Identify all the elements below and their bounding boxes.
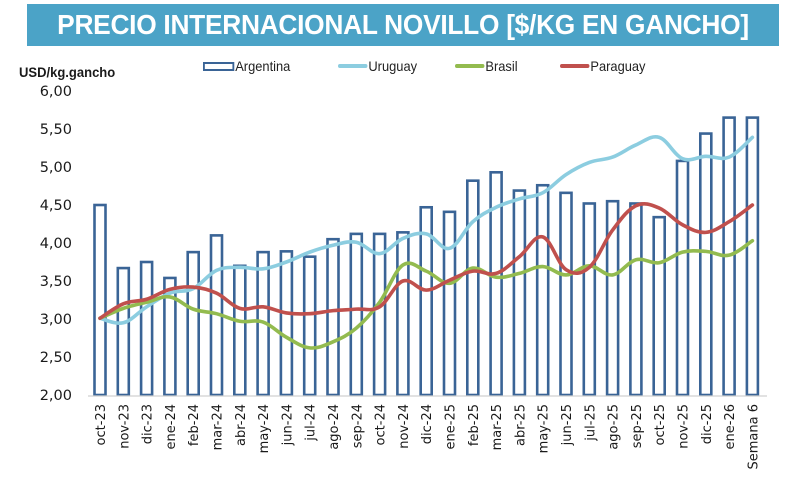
bar-argentina [629,202,643,397]
bar-argentina [116,266,131,397]
x-tick-label: abr-25 [513,404,528,446]
x-tick-label: feb-24 [187,404,202,446]
bar-argentina [535,183,550,397]
x-tick-label: oct-24 [374,404,389,445]
x-tick-label: mar-24 [211,404,226,450]
x-tick-label: oct-25 [653,404,668,445]
x-tick-label: jun-25 [560,404,575,446]
legend-swatch-argentina [203,61,235,71]
bar-argentina [302,255,317,397]
x-tick-label: dic-25 [700,404,715,444]
bar-argentina [93,203,107,397]
x-tick-label: mar-25 [490,404,505,450]
x-tick-label: abr-24 [234,404,249,446]
bar-argentina [675,159,690,397]
bar-argentina [465,179,480,397]
legend-label: Uruguay [368,58,418,74]
y-tick-label: 5,50 [40,122,72,138]
legend-swatch-paraguay [560,64,590,68]
y-tick-label: 2,00 [40,388,72,404]
bar-argentina [396,231,410,397]
y-tick-label: 4,50 [40,198,72,214]
legend-item-argentina: Argentina [203,58,290,74]
bar-argentina [139,260,154,397]
x-tick-label: ago-25 [607,404,622,450]
y-tick-label: 6,00 [40,84,72,100]
x-tick-label: dic-23 [141,404,156,444]
legend-label: Brasil [485,58,518,74]
x-tick-label: dic-24 [420,404,435,444]
bar-argentina [279,250,294,397]
bar-argentina [652,215,667,397]
bar-argentina [372,232,387,397]
x-tick-label: jun-24 [280,404,295,446]
legend-label: Argentina [235,58,291,74]
line-paraguay [98,202,755,321]
x-tick-label: ago-24 [327,404,342,450]
bar-argentina [419,205,434,397]
x-tick-label: Semana 6 [746,404,761,470]
y-axis-unit-label: USD/kg.gancho [19,64,116,80]
legend-swatch-brasil [455,64,485,68]
bar-argentina [233,264,247,397]
x-tick-label: ene-24 [164,404,179,449]
series-lines [98,135,755,350]
y-tick-label: 4,00 [40,236,72,252]
x-tick-label: jul-24 [304,404,319,442]
x-tick-label: nov-23 [117,404,132,449]
bar-argentina [326,237,340,397]
bar-argentina [489,171,503,397]
y-tick-label: 3,50 [40,274,72,290]
x-tick-label: may-25 [537,404,552,453]
x-tick-label: ene-26 [723,404,738,449]
y-tick-label: 3,00 [40,312,72,328]
x-tick-label: sep-24 [350,404,365,448]
x-tick-label: jul-25 [583,404,598,442]
bar-argentina [698,132,713,397]
bar-argentina [349,232,364,397]
chart-title: PRECIO INTERNACIONAL NOVILLO [$/KG EN GA… [57,9,749,40]
bar-argentina [512,189,527,397]
y-axis: 2,00 2,50 3,00 3,50 4,00 4,50 5,00 5,50 6,00 [40,84,72,404]
y-tick-label: 2,50 [40,350,72,366]
legend-item-brasil: Brasil [455,58,518,74]
line-brasil [98,238,755,350]
x-tick-label: oct-23 [94,404,109,445]
x-tick-label: nov-24 [397,404,412,449]
legend-item-uruguay: Uruguay [338,58,417,74]
bar-argentina [605,199,620,397]
x-axis: oct-23 nov-23 dic-23 ene-24 feb-24 mar-24 abr-… [94,404,761,470]
x-tick-label: sep-25 [630,404,645,448]
bar-argentina [559,191,573,397]
legend-swatch-uruguay [338,64,368,68]
chart-title-banner: PRECIO INTERNACIONAL NOVILLO [$/KG EN GA… [27,4,779,46]
bar-argentina [582,202,597,397]
line-uruguay [98,135,755,326]
x-tick-label: may-24 [257,404,272,453]
bar-argentina [745,116,760,397]
legend-item-paraguay: Paraguay [560,58,646,74]
bars-argentina [93,116,760,397]
bar-argentina [186,250,200,397]
bar-argentina [163,276,177,397]
x-tick-label: feb-25 [467,404,482,446]
x-tick-label: nov-25 [677,404,692,449]
y-tick-label: 5,00 [40,160,72,176]
bar-argentina [442,210,457,397]
x-tick-label: ene-25 [444,404,459,449]
legend-label: Paraguay [590,58,646,74]
